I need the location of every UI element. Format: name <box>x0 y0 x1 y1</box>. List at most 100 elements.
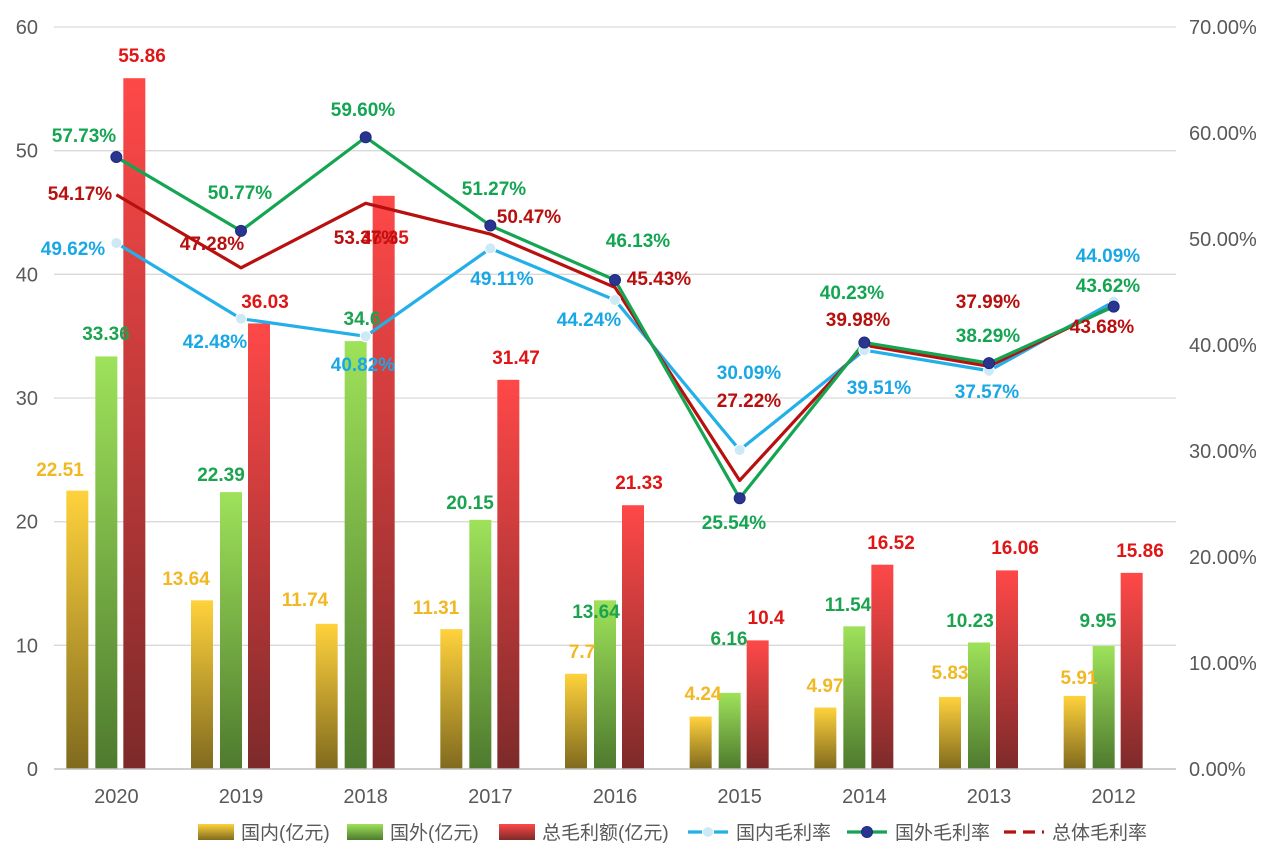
bar-1-2013 <box>968 642 990 769</box>
y-left-tick-label: 10 <box>16 635 38 657</box>
legend-swatch <box>347 824 383 840</box>
bar-label: 21.33 <box>615 473 663 494</box>
x-tick-label: 2018 <box>343 786 388 808</box>
line-label: 38.29% <box>956 326 1021 347</box>
legend-swatch <box>499 824 535 840</box>
bar-2-2019 <box>248 323 270 769</box>
marker-1-2012 <box>1107 300 1120 313</box>
bar-label: 16.52 <box>867 533 915 554</box>
bar-label: 15.86 <box>1116 541 1164 562</box>
bar-0-2018 <box>315 623 338 769</box>
bar-label: 11.54 <box>825 595 872 616</box>
bar-2-2017 <box>497 379 520 769</box>
y-left-tick-label: 60 <box>16 17 38 39</box>
line-label: 43.68% <box>1070 317 1135 338</box>
marker-0-2018 <box>359 330 372 343</box>
bar-0-2020 <box>66 490 89 769</box>
bar-0-2014 <box>814 707 837 769</box>
line-label: 59.60% <box>331 100 396 121</box>
bar-label: 55.86 <box>118 46 166 67</box>
bar-2-2014 <box>871 564 894 769</box>
bar-label: 20.15 <box>446 493 494 514</box>
bar-label: 7.7 <box>569 642 595 663</box>
marker-1-2017 <box>484 219 497 232</box>
marker-0-2015 <box>733 444 746 457</box>
bar-label: 10.23 <box>946 611 994 632</box>
y-right-tick-label: 70.00% <box>1189 17 1257 39</box>
y-right-tick-label: 20.00% <box>1189 547 1257 569</box>
line-label: 54.17% <box>48 184 113 205</box>
y-left-tick-label: 0 <box>27 759 38 781</box>
bar-label: 33.36 <box>82 324 130 345</box>
bar-1-2017 <box>469 519 492 769</box>
bar-label: 36.03 <box>241 292 289 313</box>
bar-label: 9.95 <box>1080 611 1117 632</box>
x-tick-label: 2016 <box>593 786 638 808</box>
bar-label: 5.91 <box>1061 668 1098 689</box>
line-2 <box>115 193 1115 483</box>
bar-label: 46.35 <box>361 228 409 249</box>
bar-label: 31.47 <box>492 348 540 369</box>
marker-1-2014 <box>858 336 871 349</box>
marker-1-2016 <box>609 274 621 287</box>
legend-marker <box>702 826 714 838</box>
line-label: 49.11% <box>470 269 533 290</box>
legend-label: 国内毛利率 <box>736 822 831 844</box>
y-right-tick-label: 0.00% <box>1189 759 1246 781</box>
marker-1-2020 <box>110 151 123 164</box>
x-tick-label: 2020 <box>94 786 139 808</box>
data-labels: 22.51 13.64 11.74 11.31 7.7 4.24 4.97 5.83 5.91 3… <box>36 46 1164 705</box>
legend: 国内(亿元) 国外(亿元) 总毛利额(亿元) 国内毛利率 国外毛利率 总体毛利率 <box>198 822 1147 844</box>
line-series <box>110 131 1120 505</box>
line-label: 40.82% <box>331 355 396 376</box>
line-label: 44.09% <box>1076 246 1141 267</box>
line-label: 50.77% <box>208 183 273 204</box>
x-tick-label: 2012 <box>1091 786 1136 808</box>
bar-1-2019 <box>220 492 242 769</box>
legend-label: 总毛利额(亿元) <box>542 822 669 844</box>
y-right-tick-label: 10.00% <box>1189 653 1257 675</box>
line-label: 45.43% <box>627 269 692 290</box>
line-label: 53.37% <box>334 228 399 249</box>
bar-label: 11.74 <box>282 590 329 611</box>
legend-label: 总体毛利率 <box>1052 822 1147 844</box>
marker-1-2019 <box>235 224 247 237</box>
x-axis: 2020 2019 2018 2017 2016 2015 2014 2013 2012 <box>54 768 1176 808</box>
bar-1-2012 <box>1092 645 1115 769</box>
y-right-tick-label: 60.00% <box>1189 123 1257 145</box>
bar-label: 16.06 <box>991 538 1039 559</box>
y-left-tick-label: 40 <box>16 264 38 286</box>
x-tick-label: 2015 <box>717 786 762 808</box>
bar-0-2017 <box>440 629 463 769</box>
line-label: 37.57% <box>955 382 1020 403</box>
bar-label: 4.24 <box>685 684 722 705</box>
x-tick-label: 2014 <box>842 786 887 808</box>
bar-label: 4.97 <box>807 676 844 697</box>
bar-label: 13.64 <box>572 602 620 623</box>
line-label: 37.99% <box>956 292 1021 313</box>
line-label: 42.48% <box>183 332 248 353</box>
line-label: 40.23% <box>820 283 885 304</box>
line-label: 46.13% <box>606 231 671 252</box>
bar-series <box>66 78 1143 769</box>
bar-0-2015 <box>689 716 712 769</box>
bar-2-2016 <box>622 505 644 769</box>
line-label: 57.73% <box>52 126 117 147</box>
bar-0-2016 <box>565 673 587 769</box>
bar-2-2015 <box>746 640 769 769</box>
bar-label: 6.16 <box>711 629 748 650</box>
line-label: 25.54% <box>702 513 767 534</box>
legend-item: 国内(亿元) <box>198 822 330 844</box>
line-label: 39.51% <box>847 378 912 399</box>
bar-label: 10.4 <box>748 608 785 629</box>
x-tick-label: 2013 <box>967 786 1012 808</box>
marker-0-2016 <box>609 294 621 307</box>
legend-swatch <box>198 824 234 840</box>
bar-label: 11.31 <box>413 598 460 619</box>
legend-item: 国内毛利率 <box>688 822 831 844</box>
bar-label: 13.64 <box>162 569 210 590</box>
x-tick-label: 2019 <box>219 786 264 808</box>
line-label: 51.27% <box>462 179 527 200</box>
bar-0-2012 <box>1063 695 1086 769</box>
